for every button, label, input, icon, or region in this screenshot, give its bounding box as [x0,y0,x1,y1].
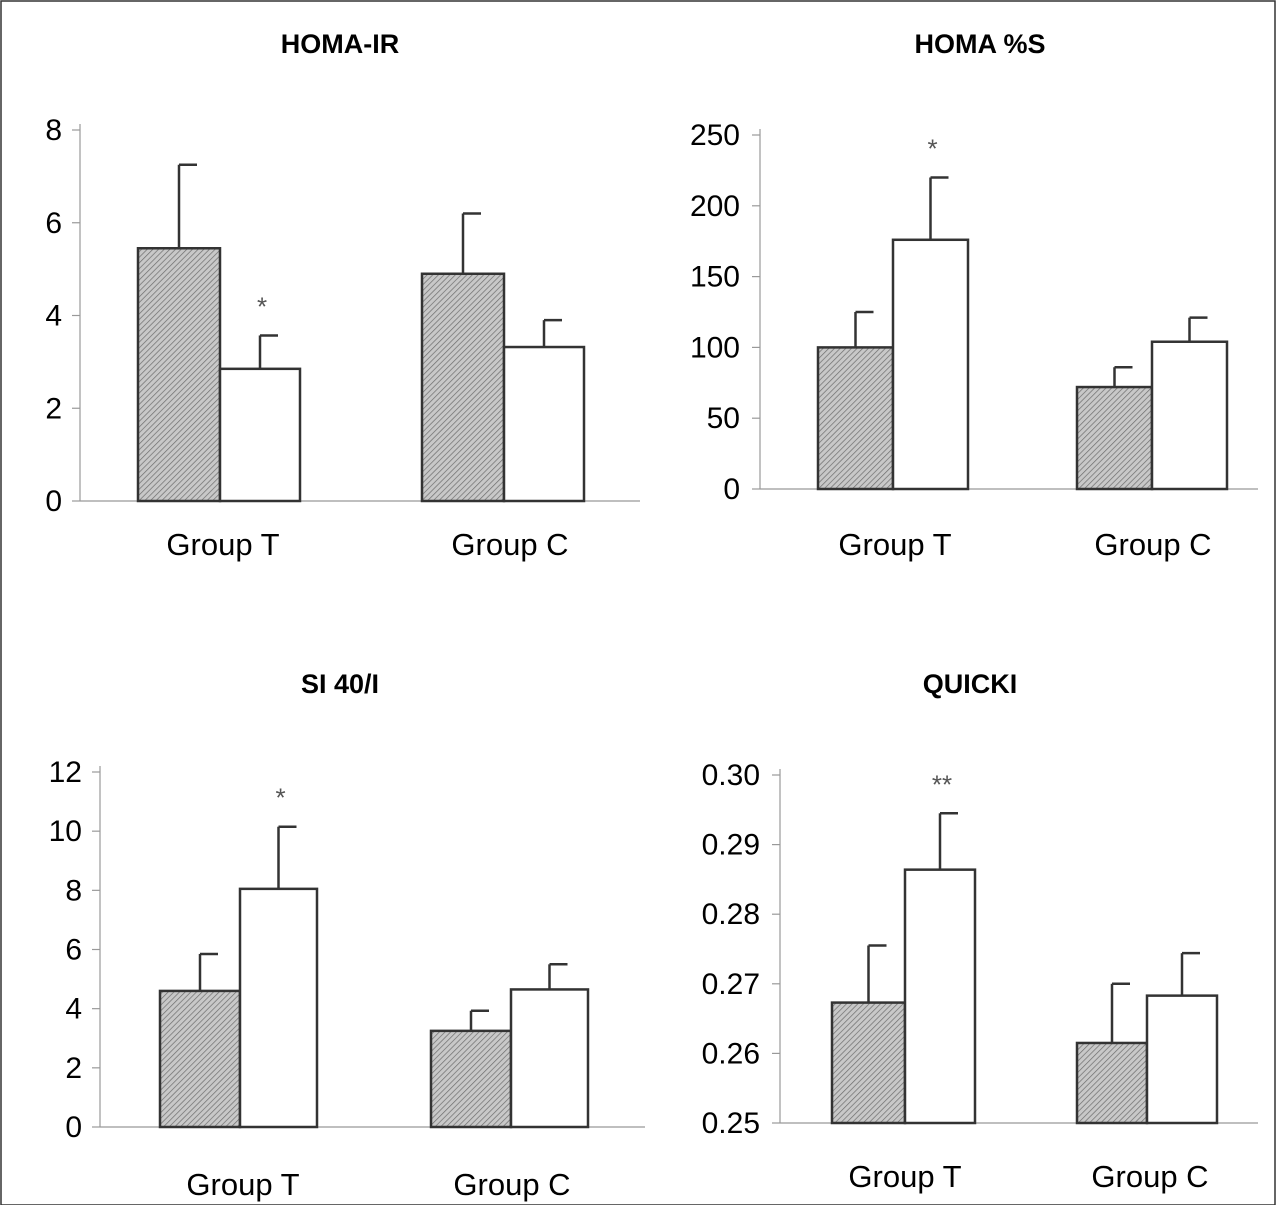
chart-title: HOMA-IR [281,29,399,59]
chart-panel: HOMA-IR 0 2 4 6 8 Group T Group C * [45,29,640,562]
bar [502,345,586,503]
chart-panel: QUICKI 0.25 0.26 0.27 0.28 0.29 0.30 Group T Gro… [702,669,1258,1194]
y-tick-label: 250 [690,119,740,152]
y-tick-label: 2 [65,1052,82,1085]
y-tick-label: 0 [723,473,740,506]
bar [429,1029,513,1129]
y-tick-label: 50 [707,402,740,435]
y-tick-label: 0.30 [702,759,760,792]
bar [1075,385,1154,491]
y-tick-label: 8 [45,114,62,147]
chart-title: SI 40/I [301,669,379,699]
bar [238,887,319,1129]
bar [1075,1041,1149,1125]
chart-title: HOMA %S [914,29,1045,59]
y-tick-label: 150 [690,261,740,294]
y-tick-label: 0.27 [702,968,760,1001]
bar [136,247,222,503]
bar [816,346,895,491]
chart-title: QUICKI [923,669,1018,699]
y-tick-label: 10 [49,815,82,848]
category-label: Group C [453,1167,570,1202]
category-label: Group C [451,527,568,562]
y-tick-label: 12 [49,756,82,789]
y-tick-label: 0.25 [702,1107,760,1140]
bar [903,868,977,1125]
bar [1150,340,1229,491]
y-tick-label: 0.26 [702,1037,760,1070]
category-label: Group C [1091,1159,1208,1194]
category-label: Group T [838,527,951,562]
y-tick-label: 200 [690,190,740,223]
chart-panel: SI 40/I 0 2 4 6 8 10 12 Group T Group C * [49,669,645,1202]
y-tick-label: 4 [65,993,82,1026]
significance-marker: * [257,291,267,321]
significance-marker: * [275,783,285,813]
y-tick-label: 100 [690,331,740,364]
category-label: Group T [848,1159,961,1194]
bar [509,988,590,1129]
y-tick-label: 4 [45,300,62,333]
y-tick-label: 6 [65,934,82,967]
bar [420,272,506,503]
bar [891,238,970,491]
chart-panel: HOMA %S 0 50 100 150 200 250 Group T Group C * [690,29,1258,562]
y-tick-label: 0 [65,1111,82,1144]
significance-marker: ** [932,769,952,799]
y-tick-label: 0.29 [702,829,760,862]
category-label: Group T [186,1167,299,1202]
y-tick-label: 6 [45,207,62,240]
bar [158,989,242,1129]
bar [830,1001,907,1125]
significance-marker: * [927,133,937,163]
category-label: Group C [1094,527,1211,562]
y-tick-label: 2 [45,392,62,425]
bar [1145,994,1219,1125]
y-tick-label: 0 [45,485,62,518]
bar [218,367,302,503]
y-tick-label: 0.28 [702,898,760,931]
y-tick-label: 8 [65,874,82,907]
category-label: Group T [166,527,279,562]
